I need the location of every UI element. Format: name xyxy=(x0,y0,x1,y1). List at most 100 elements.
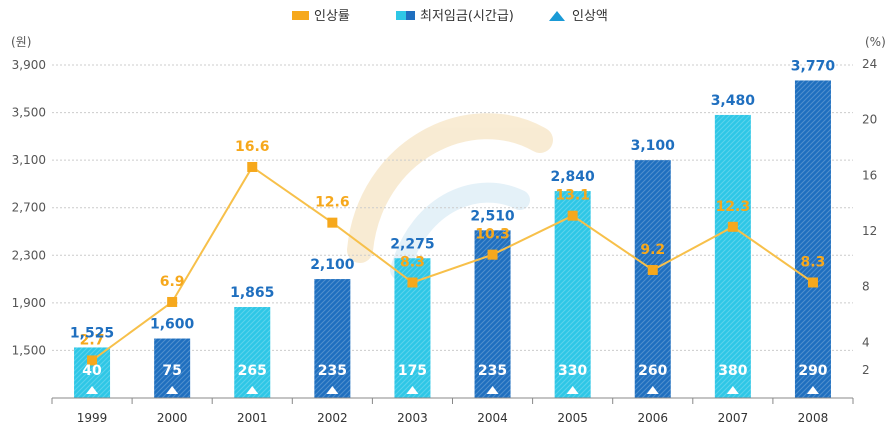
x-axis-tick-label: 2002 xyxy=(317,411,348,425)
increase-value-label: 235 xyxy=(318,363,347,379)
rate-value-label: 16.6 xyxy=(235,139,270,155)
x-axis-tick-label: 2001 xyxy=(237,411,268,425)
watermark-logo xyxy=(347,113,553,280)
rate-point xyxy=(327,217,338,228)
wage-bar-texture xyxy=(234,307,271,398)
rate-value-label: 2.7 xyxy=(80,332,105,348)
left-axis-tick-label: 1,500 xyxy=(12,343,46,357)
wage-value-label: 3,100 xyxy=(631,138,676,154)
rate-point xyxy=(487,249,498,260)
wage-bar-texture xyxy=(554,191,591,398)
left-axis-tick-label: 1,900 xyxy=(12,296,46,310)
rate-point xyxy=(167,296,178,307)
wage-bar-texture xyxy=(794,80,831,398)
rate-point xyxy=(727,221,738,232)
legend-rate-swatch xyxy=(292,11,309,20)
right-axis-tick-label: 16 xyxy=(862,168,877,182)
legend: 인상률 최저임금(시간급) 인상액 xyxy=(292,9,608,24)
increase-marker xyxy=(646,386,659,394)
increase-value-label: 40 xyxy=(82,363,102,379)
wage-value-label: 2,100 xyxy=(310,257,355,273)
increase-marker xyxy=(486,386,499,394)
x-axis-tick-label: 1999 xyxy=(77,411,108,425)
wage-bar-texture xyxy=(714,114,751,398)
x-axis-tick-label: 2005 xyxy=(557,411,588,425)
increase-value-label: 75 xyxy=(162,363,181,379)
left-axis-tick-label: 2,700 xyxy=(12,201,46,215)
x-axis: 1999 2000 2001 2002 2003 2004 2005 2006 2007 2008 xyxy=(51,397,854,425)
rate-value-label: 10.3 xyxy=(475,227,510,243)
rate-value-label: 8.3 xyxy=(400,254,425,270)
wage-value-label: 1,865 xyxy=(230,285,274,301)
legend-wage-label: 최저임금(시간급) xyxy=(420,9,514,24)
rate-point xyxy=(807,277,818,288)
gridlines xyxy=(52,64,853,351)
increase-value-label: 290 xyxy=(798,363,827,379)
right-axis-tick-label: 4 xyxy=(862,335,870,349)
legend-wage-swatch-light xyxy=(396,11,406,20)
rate-point xyxy=(647,264,658,275)
wage-bar-texture xyxy=(634,160,671,398)
increase-marker xyxy=(726,386,739,394)
rate-point xyxy=(567,210,578,221)
wage-bar-texture xyxy=(314,279,351,398)
wage-value-label: 1,600 xyxy=(150,317,195,333)
right-axis-tick-label: 24 xyxy=(862,57,877,71)
left-axis-tick-label: 2,300 xyxy=(12,248,46,262)
x-axis-tick-label: 2006 xyxy=(637,411,668,425)
wage-value-label: 2,510 xyxy=(470,208,515,224)
x-axis-tick-label: 2004 xyxy=(477,411,508,425)
increase-marker xyxy=(566,386,579,394)
wage-value-label: 2,275 xyxy=(390,236,434,252)
increase-marker xyxy=(246,386,259,394)
increase-value-label: 380 xyxy=(718,363,747,379)
x-axis-tick-label: 2000 xyxy=(157,411,188,425)
rate-point xyxy=(87,355,98,366)
rate-value-label: 12.3 xyxy=(716,199,751,215)
right-axis-unit: (%) xyxy=(865,35,886,49)
rate-value-label: 6.9 xyxy=(160,274,185,290)
legend-increase-label: 인상액 xyxy=(572,9,608,24)
rate-value-label: 12.6 xyxy=(315,195,350,211)
left-axis-tick-label: 3,100 xyxy=(12,153,46,167)
increase-value-label: 175 xyxy=(398,363,427,379)
increase-marker xyxy=(86,386,99,394)
x-axis-tick-label: 2003 xyxy=(397,411,428,425)
legend-wage-swatch-dark xyxy=(406,11,415,20)
rate-line-path xyxy=(91,165,814,362)
wage-value-label: 3,770 xyxy=(791,58,836,74)
data-labels: 40 75 265 235 175 235 330 260 380 290 2.7 6.9 16.6 12… xyxy=(70,58,835,394)
legend-rate-label: 인상률 xyxy=(314,9,350,24)
wage-value-label: 2,840 xyxy=(551,169,596,185)
right-axis-tick-label: 20 xyxy=(862,113,877,127)
increase-marker xyxy=(166,386,179,394)
rate-point xyxy=(247,161,258,172)
right-axis-tick-label: 12 xyxy=(862,224,877,238)
increase-value-label: 330 xyxy=(558,363,587,379)
rate-value-label: 8.3 xyxy=(801,254,826,270)
right-axis-tick-label: 8 xyxy=(862,280,870,294)
left-axis-tick-labels: 1,500 1,900 2,300 2,700 3,100 3,500 3,900 xyxy=(12,58,46,357)
x-axis-tick-label: 2007 xyxy=(718,411,749,425)
rate-point xyxy=(407,277,418,288)
rate-line xyxy=(87,161,818,366)
wage-value-label: 3,480 xyxy=(711,93,756,109)
increase-value-label: 260 xyxy=(638,363,667,379)
legend-increase-triangle xyxy=(549,11,565,21)
increase-marker xyxy=(406,386,419,394)
rate-value-label: 9.2 xyxy=(640,242,665,258)
increase-marker xyxy=(326,386,339,394)
left-axis-tick-label: 3,900 xyxy=(12,58,46,72)
left-axis-tick-label: 3,500 xyxy=(12,106,46,120)
increase-value-label: 235 xyxy=(478,363,507,379)
increase-marker xyxy=(806,386,819,394)
left-axis-unit: (원) xyxy=(11,35,31,49)
wage-value-label: 1,525 xyxy=(70,325,114,341)
x-axis-tick-label: 2008 xyxy=(798,411,829,425)
right-axis-tick-label: 2 xyxy=(862,363,870,377)
rate-value-label: 13.1 xyxy=(555,188,590,204)
increase-value-label: 265 xyxy=(238,363,267,379)
